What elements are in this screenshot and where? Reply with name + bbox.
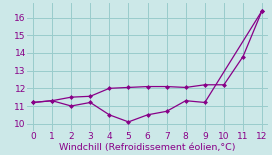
X-axis label: Windchill (Refroidissement éolien,°C): Windchill (Refroidissement éolien,°C): [59, 143, 236, 152]
